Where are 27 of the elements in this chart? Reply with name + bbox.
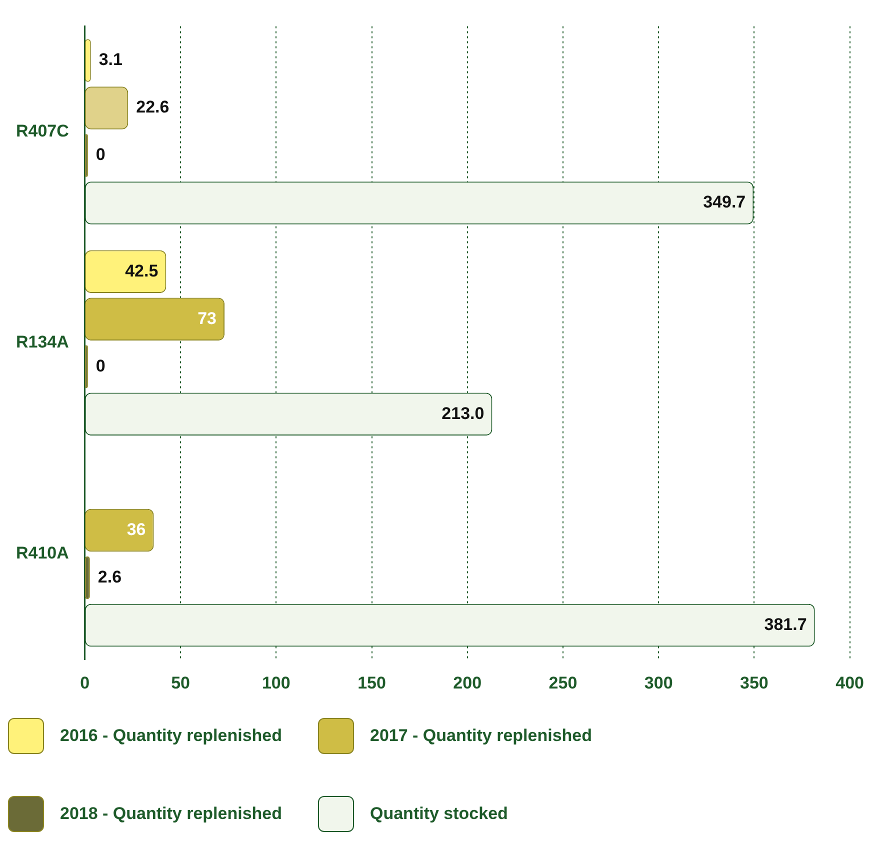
x-tick-label: 400 (836, 673, 864, 692)
y-tick-label: R407C (16, 121, 69, 140)
x-tick-label: 300 (644, 673, 673, 692)
x-tick-label: 50 (171, 673, 190, 692)
x-tick-label: 200 (453, 673, 482, 692)
data-label: 349.7 (703, 192, 746, 212)
legend-label: Quantity stocked (370, 804, 508, 824)
legend-label: 2018 - Quantity replenished (60, 804, 282, 824)
data-label: 213.0 (442, 404, 484, 423)
legend-label: 2016 - Quantity replenished (60, 726, 282, 746)
x-tick-label: 350 (740, 673, 768, 692)
y-tick-label: R410A (16, 544, 69, 563)
x-tick-label: 0 (80, 673, 90, 692)
x-tick-label: 100 (262, 673, 290, 692)
x-tick-label: 250 (548, 673, 578, 692)
data-label: 2.6 (98, 567, 122, 586)
data-label: 0 (96, 145, 106, 164)
data-label: 73 (198, 308, 217, 328)
x-tick-label: 150 (358, 673, 386, 692)
data-label: 36 (126, 520, 146, 539)
data-label: 0 (96, 356, 106, 376)
data-label: 3.1 (98, 50, 122, 70)
y-tick-label: R134A (16, 332, 69, 352)
data-label: 22.6 (136, 98, 170, 117)
data-label: 42.5 (125, 261, 158, 280)
data-label: 381.7 (764, 614, 807, 634)
legend-label: 2017 - Quantity replenished (370, 726, 592, 746)
